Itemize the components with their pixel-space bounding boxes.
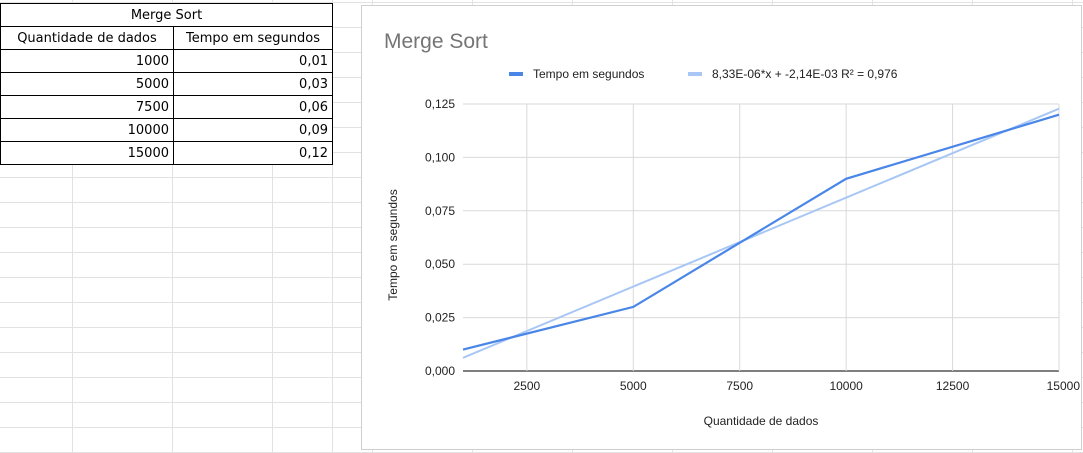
table-row: 10000 0,09	[0, 118, 333, 142]
table-header-row: Quantidade de dados Tempo em segundos	[0, 26, 333, 50]
column-divider	[172, 0, 173, 453]
cell-quantidade[interactable]: 15000	[0, 141, 174, 165]
cell-quantidade[interactable]: 7500	[0, 95, 174, 119]
cell-tempo[interactable]: 0,06	[173, 95, 333, 119]
x-tick-label: 2500	[514, 379, 541, 393]
y-axis-label: Tempo em segundos	[386, 189, 400, 300]
y-tick-label: 0,100	[425, 150, 455, 164]
cell-quantidade[interactable]: 1000	[0, 49, 174, 73]
x-tick-label: 15000	[1047, 379, 1081, 393]
chart-title: Merge Sort	[384, 30, 488, 53]
y-tick-label: 0,025	[425, 311, 455, 325]
x-tick-label: 10000	[829, 379, 863, 393]
table-title-row: Merge Sort	[0, 3, 333, 27]
cell-quantidade[interactable]: 5000	[0, 72, 174, 96]
x-tick-label: 12500	[936, 379, 970, 393]
x-tick-label: 7500	[726, 379, 753, 393]
cell-quantidade[interactable]: 10000	[0, 118, 174, 142]
legend: Tempo em segundos 8,33E-06*x + -2,14E-03 …	[509, 67, 898, 81]
chart-series	[462, 107, 1060, 359]
table-row: 7500 0,06	[0, 95, 333, 119]
legend-swatch	[509, 72, 523, 76]
cell-tempo[interactable]: 0,01	[173, 49, 333, 73]
legend-label: 8,33E-06*x + -2,14E-03 R² = 0,976	[712, 67, 898, 81]
table-row: 1000 0,01	[0, 49, 333, 73]
chart-card[interactable]: Merge Sort Tempo em segundos 8,33E-06*x +…	[361, 5, 1082, 450]
series-line-tempo	[462, 113, 1060, 351]
cell-tempo[interactable]: 0,09	[173, 118, 333, 142]
x-axis-label: Quantidade de dados	[704, 414, 819, 428]
y-axis-ticks: 0,000 0,025 0,050 0,075 0,100 0,125	[425, 97, 455, 378]
x-tick-label: 5000	[620, 379, 647, 393]
table-title[interactable]: Merge Sort	[0, 3, 333, 27]
legend-label: Tempo em segundos	[533, 67, 644, 81]
table-row: 5000 0,03	[0, 72, 333, 96]
table-row: 15000 0,12	[0, 141, 333, 165]
cell-tempo[interactable]: 0,03	[173, 72, 333, 96]
x-axis-ticks: 2500 5000 7500 10000 12500 15000	[514, 379, 1081, 393]
trendline	[462, 107, 1060, 359]
data-table: Merge Sort Quantidade de dados Tempo em …	[0, 3, 333, 165]
y-tick-label: 0,125	[425, 97, 455, 111]
y-tick-label: 0,075	[425, 204, 455, 218]
chart-grid	[463, 103, 1060, 372]
column-divider	[332, 0, 333, 453]
header-quantidade[interactable]: Quantidade de dados	[0, 26, 174, 50]
y-tick-label: 0,000	[425, 364, 455, 378]
header-tempo[interactable]: Tempo em segundos	[173, 26, 333, 50]
line-chart: Merge Sort Tempo em segundos 8,33E-06*x +…	[384, 30, 1081, 428]
legend-swatch	[688, 72, 702, 76]
cell-tempo[interactable]: 0,12	[173, 141, 333, 165]
y-tick-label: 0,050	[425, 257, 455, 271]
